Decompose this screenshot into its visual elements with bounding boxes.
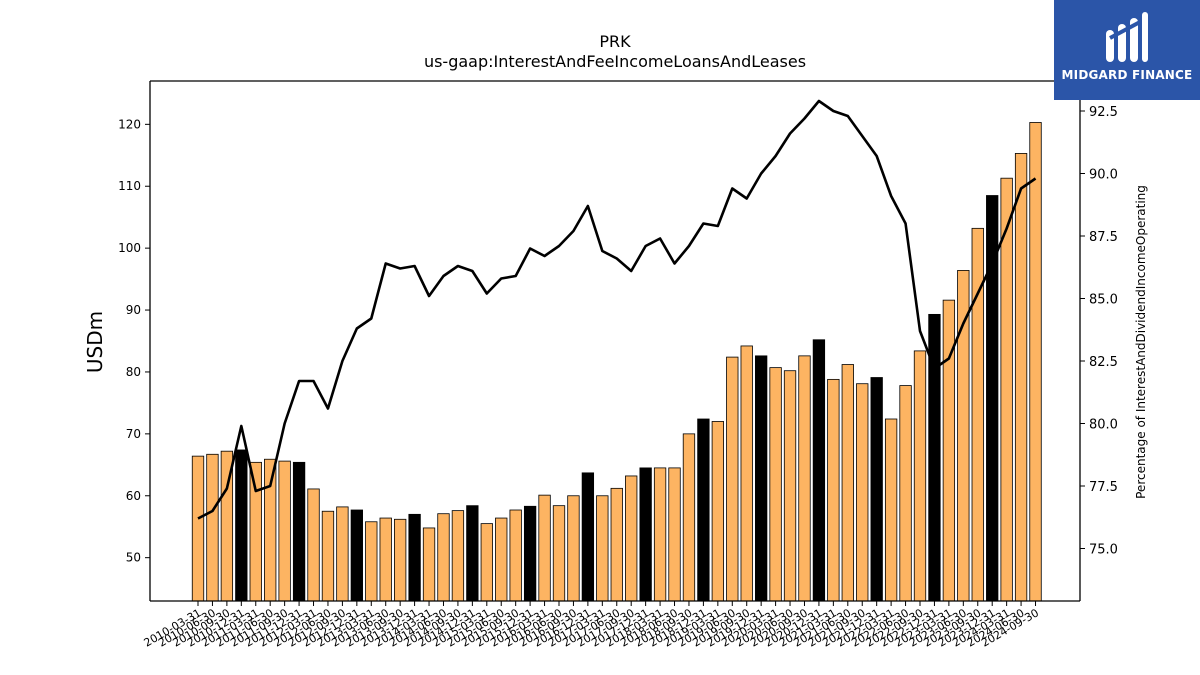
bar-series [191, 122, 1042, 602]
bar [336, 506, 349, 602]
bar [625, 475, 638, 602]
bar [783, 370, 797, 602]
bar [581, 472, 595, 602]
bar [321, 510, 335, 602]
bar [682, 433, 696, 602]
brand-name: MIDGARD FINANCE [1061, 68, 1193, 82]
bar [552, 505, 566, 602]
bar [451, 510, 465, 602]
y2-tick-label: 87.5 [1089, 230, 1118, 245]
bar [408, 513, 421, 602]
bar [870, 377, 883, 602]
y-axis-label: USDm [83, 311, 107, 373]
bar [307, 488, 320, 602]
bar [538, 494, 551, 602]
x-axis-ticks: 2010-03-312010-06-302010-09-302010-12-31… [142, 601, 1041, 650]
bar [610, 487, 623, 602]
bar [350, 509, 363, 602]
bar [509, 509, 522, 602]
bar [856, 383, 869, 602]
bar [235, 449, 248, 602]
bar [394, 518, 407, 602]
bar [292, 461, 306, 602]
chart-subtitle: us-gaap:InterestAndFeeIncomeLoansAndLeas… [423, 52, 807, 71]
series-line [197, 99, 1037, 520]
bar [191, 455, 205, 602]
y2-axis-ticks: 75.0 77.5 80.0 82.5 85.0 87.5 90.0 92.5 [1080, 105, 1118, 558]
y2-axis-label: Percentage of InterestAndDividendIncomeO… [1134, 185, 1148, 499]
bar [1014, 153, 1028, 602]
bar [422, 527, 436, 602]
y-tick-label: 120 [118, 117, 141, 131]
y-tick-label: 90 [126, 303, 141, 317]
bar [913, 350, 927, 602]
bar [884, 418, 898, 602]
bar [523, 505, 537, 602]
bar [206, 453, 219, 602]
bar [942, 299, 956, 602]
line-series [197, 99, 1037, 520]
bar [278, 460, 291, 602]
bar [711, 421, 724, 602]
bar [697, 418, 710, 602]
y2-tick-label: 85.0 [1089, 293, 1118, 308]
bar [495, 517, 508, 602]
bar [653, 467, 667, 602]
y2-tick-label: 77.5 [1089, 480, 1118, 495]
brand-logo: MIDGARD FINANCE [1054, 0, 1200, 100]
bar [249, 461, 262, 602]
bar [726, 356, 739, 602]
bar [365, 521, 378, 602]
y-tick-label: 50 [126, 551, 141, 565]
axes [149, 80, 1081, 602]
y-tick-label: 110 [118, 179, 141, 193]
bar [466, 505, 479, 602]
bar [827, 378, 840, 602]
bar [1029, 122, 1042, 602]
bar [899, 385, 912, 602]
y2-tick-label: 82.5 [1089, 355, 1118, 370]
bar [740, 345, 753, 602]
y-axis-ticks: 50 60 70 80 90 100 110 120 [118, 117, 150, 565]
y-tick-label: 100 [118, 241, 141, 255]
bar [812, 339, 826, 602]
y2-tick-label: 80.0 [1089, 418, 1118, 433]
y2-tick-label: 75.0 [1089, 543, 1118, 558]
y-tick-label: 60 [126, 489, 141, 503]
y-tick-label: 70 [126, 427, 141, 441]
y-tick-label: 80 [126, 365, 141, 379]
bar [437, 513, 450, 602]
bar [379, 517, 392, 602]
chart-title: PRK [599, 32, 631, 51]
y2-tick-label: 90.0 [1089, 168, 1118, 183]
bar [668, 467, 681, 602]
midgard-logo-icon [1106, 12, 1148, 62]
bar [841, 364, 854, 602]
bar [480, 523, 493, 602]
bar [957, 270, 970, 602]
y2-tick-label: 92.5 [1089, 105, 1118, 120]
bar [596, 495, 609, 602]
bar [567, 495, 580, 602]
bar [769, 367, 782, 602]
bar [798, 355, 811, 602]
bar [755, 355, 768, 602]
bar [639, 467, 652, 602]
